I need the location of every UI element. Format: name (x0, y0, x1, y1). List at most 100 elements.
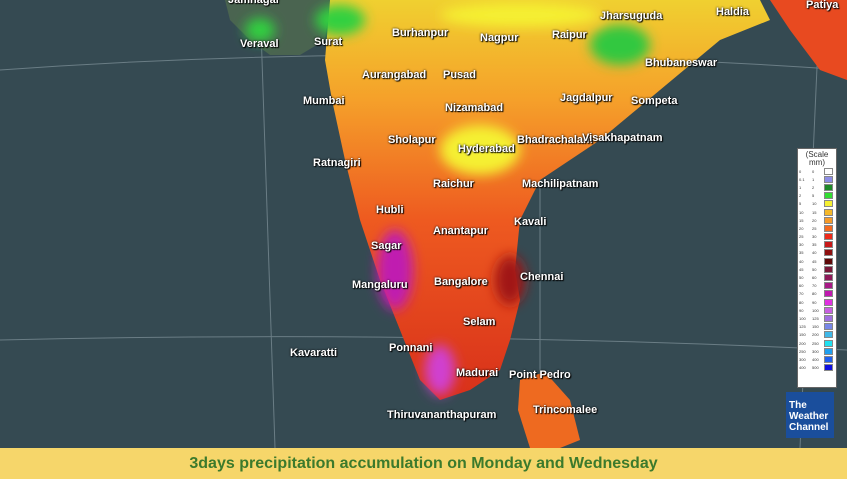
city-label: Kavaratti (290, 347, 338, 359)
city-label: Hyderabad (458, 143, 515, 155)
legend-swatch (824, 257, 833, 265)
precipitation-map[interactable]: Jamnagar Veraval Surat Burhanpur Nagpur Raipu… (0, 0, 847, 448)
city-label: Mumbai (303, 95, 345, 107)
legend-max: 500 (812, 365, 819, 371)
legend-row: 30 35 (798, 241, 836, 249)
city-label: Surat (314, 36, 343, 48)
legend-swatch (824, 233, 833, 241)
legend-min: 125 (799, 324, 806, 330)
legend-swatch (824, 282, 833, 290)
legend-swatch (824, 175, 833, 183)
legend-max: 80 (812, 291, 817, 297)
legend-max: 35 (812, 242, 817, 248)
saurashtra (225, 0, 330, 55)
legend-max: 300 (812, 348, 819, 354)
legend-swatch (824, 249, 833, 257)
legend-swatch (824, 192, 833, 200)
legend-swatch (824, 323, 833, 331)
city-label: Haldia (716, 6, 750, 18)
legend-row: 20 25 (798, 224, 836, 232)
legend-min: 60 (799, 283, 804, 289)
legend-row: 35 40 (798, 249, 836, 257)
legend-max: 25 (812, 225, 817, 231)
legend-row: 0.1 1 (798, 175, 836, 183)
peninsula-land (325, 0, 770, 400)
legend-min: 10 (799, 209, 804, 215)
legend-max: 90 (812, 299, 817, 305)
legend-max: 125 (812, 315, 819, 321)
legend-row: 50 60 (798, 273, 836, 282)
city-label: Pusad (443, 69, 477, 81)
legend-max: 30 (812, 234, 817, 240)
city-label: Kavali (514, 216, 547, 228)
city-label: Ponnani (389, 342, 433, 354)
legend-max: 5 (812, 193, 815, 199)
legend-min: 5 (799, 201, 802, 207)
legend-min: 80 (799, 299, 804, 305)
legend-min: 30 (799, 242, 804, 248)
legend-max: 20 (812, 217, 817, 223)
legend-min: 150 (799, 332, 806, 338)
legend-row: 25 30 (798, 233, 836, 241)
legend-min: 90 (799, 307, 804, 313)
city-label: Jharsuguda (600, 10, 663, 22)
city-label: Trincomalee (533, 404, 598, 416)
legend-swatch (824, 241, 833, 249)
legend-swatch (824, 347, 833, 355)
city-label: Selam (463, 316, 496, 328)
legend-row: 15 20 (798, 216, 836, 224)
legend-max: 250 (812, 340, 819, 346)
srilanka (518, 372, 580, 448)
legend-min: 45 (799, 266, 804, 272)
legend-max: 15 (812, 209, 817, 215)
city-label: Bhadrachalam (517, 134, 593, 146)
caption-banner: 3days precipitation accumulation on Mond… (0, 448, 847, 479)
legend-swatch (824, 216, 833, 224)
legend-min: 1 (799, 184, 802, 190)
legend-swatch (824, 274, 833, 282)
east-land (770, 0, 847, 80)
city-label: Hubli (376, 204, 404, 216)
legend-max: 70 (812, 283, 817, 289)
legend-max: 400 (812, 356, 819, 362)
logo-line: Weather (789, 411, 829, 422)
weather-channel-logo: The Weather Channel (786, 392, 834, 438)
legend-swatch (824, 167, 833, 175)
city-label: Madurai (456, 367, 499, 379)
city-label: Sagar (371, 240, 402, 252)
city-label: Sholapur (388, 134, 436, 146)
legend-max: 50 (812, 266, 817, 272)
legend-swatch (824, 290, 833, 298)
legend-max: 10 (812, 201, 817, 207)
city-label: Bangalore (434, 276, 488, 288)
city-label: Raipur (552, 29, 587, 41)
legend-row: 70 80 (798, 290, 836, 298)
logo-line: The (789, 400, 807, 411)
legend-swatch (824, 339, 833, 347)
city-label: Jagdalpur (560, 92, 613, 104)
legend-min: 200 (799, 340, 806, 346)
city-label: Jamnagar (228, 0, 280, 6)
legend-min: 2 (799, 193, 802, 199)
precipitation-scale-legend: (Scale mm) 0 0 0.1 1 1 2 2 5 5 10 10 15 15 20 20 25 25 30… (797, 148, 837, 388)
legend-max: 200 (812, 332, 819, 338)
legend-row: 150 200 (798, 331, 836, 339)
legend-min: 0.1 (799, 176, 805, 182)
legend-max: 45 (812, 258, 817, 264)
legend-swatch (824, 208, 833, 216)
city-label: Sompeta (631, 95, 678, 107)
city-label: Machilipatnam (522, 178, 599, 190)
legend-row: 250 300 (798, 347, 836, 355)
legend-swatch (824, 224, 833, 232)
city-label: Veraval (240, 38, 279, 50)
legend-row: 400 500 (798, 364, 836, 372)
legend-min: 70 (799, 291, 804, 297)
legend-min: 20 (799, 225, 804, 231)
legend-max: 2 (812, 184, 815, 190)
legend-swatch (824, 355, 833, 363)
legend-swatch (824, 314, 833, 322)
legend-swatch (824, 265, 833, 273)
city-label: Chennai (520, 271, 564, 283)
legend-min: 25 (799, 234, 804, 240)
legend-row: 45 50 (798, 265, 836, 273)
